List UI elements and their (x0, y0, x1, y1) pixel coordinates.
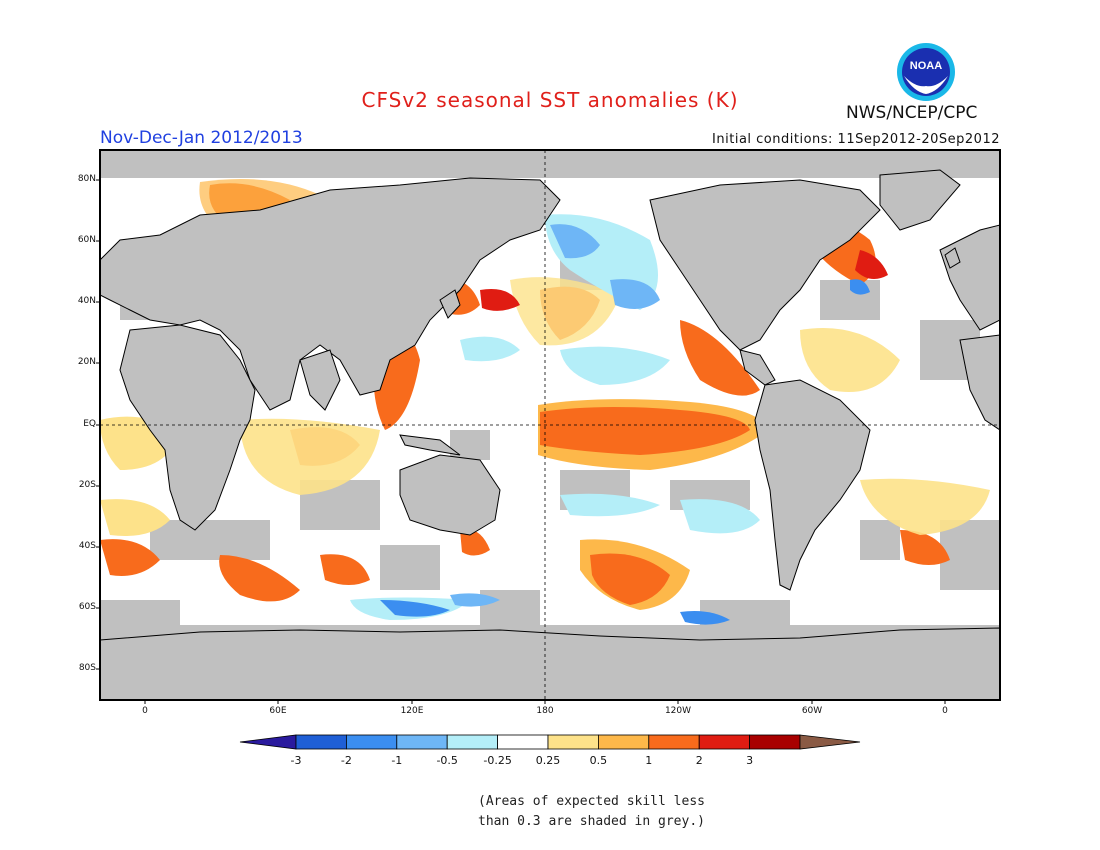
colorbar-label: 0.5 (589, 754, 608, 767)
colorbar-segment (446, 734, 499, 750)
lat-label: 80S (78, 663, 96, 673)
colorbar-label: -3 (290, 754, 302, 767)
colorbar-label: 2 (695, 754, 703, 767)
skill-note-line1: (Areas of expected skill less (478, 794, 705, 809)
colorbar-label: -0.25 (483, 754, 512, 767)
lat-label: 40N (77, 296, 96, 306)
colorbar-segment (698, 734, 751, 750)
lat-label: 60N (77, 235, 96, 245)
forecast-period: Nov-Dec-Jan 2012/2013 (100, 128, 303, 148)
logo-text: NOAA (910, 60, 942, 72)
colorbar-label: 1 (645, 754, 653, 767)
colorbar-segment (345, 734, 398, 750)
colorbar-label: -0.5 (436, 754, 458, 767)
noaa-logo: NOAA (897, 43, 955, 101)
lat-label: 20N (77, 357, 96, 367)
lat-label: 40S (78, 541, 96, 551)
skill-note: (Areas of expected skill less than 0.3 a… (478, 792, 705, 832)
lat-label: 20S (78, 480, 96, 490)
lat-label: EQ (83, 419, 96, 429)
lon-label: 180 (536, 706, 554, 716)
lon-label: 120E (400, 706, 424, 716)
colorbar-segment (396, 734, 448, 750)
colorbar-label: 0.25 (535, 754, 561, 767)
lon-label: 120W (664, 706, 692, 716)
lon-label: 0 (942, 706, 948, 716)
colorbar-label: -2 (340, 754, 352, 767)
colorbar-label: -1 (391, 754, 403, 767)
axis-ticks (96, 179, 946, 704)
continents (100, 169, 1000, 700)
lat-label: 80N (77, 174, 96, 184)
warm-anomalies (100, 178, 990, 610)
colorbar-left-arrow (239, 734, 297, 750)
colorbar-label: 3 (746, 754, 754, 767)
lon-label: 60W (801, 706, 823, 716)
cool-anomalies (350, 214, 870, 625)
lon-label: 60E (269, 706, 287, 716)
lat-label: 60S (78, 602, 96, 612)
lon-label: 0 (142, 706, 148, 716)
agency-label: NWS/NCEP/CPC (846, 103, 978, 123)
colorbar-segment (295, 734, 347, 750)
colorbar-right-arrow (799, 734, 861, 750)
colorbar-segment (598, 734, 650, 750)
colorbar-segment (648, 734, 700, 750)
chart-title: CFSv2 seasonal SST anomalies (K) (361, 88, 739, 112)
colorbar-segment (497, 734, 549, 750)
colorbar-segment (749, 734, 801, 750)
colorbar-segment (547, 734, 599, 750)
gridlines (100, 150, 1000, 700)
skill-note-line2: than 0.3 are shaded in grey.) (478, 814, 705, 829)
initial-conditions: Initial conditions: 11Sep2012-20Sep2012 (712, 132, 1000, 147)
